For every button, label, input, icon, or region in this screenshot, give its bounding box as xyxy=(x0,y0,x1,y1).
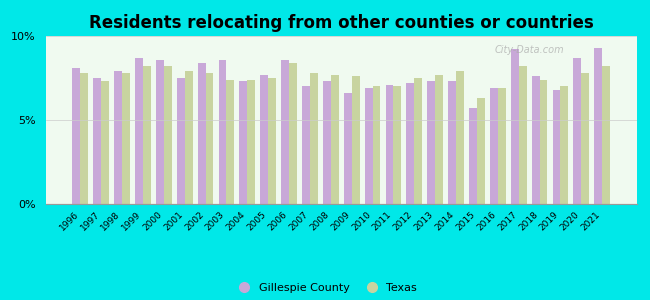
Bar xyxy=(365,88,372,204)
Legend: Gillespie County, Texas: Gillespie County, Texas xyxy=(229,279,421,297)
Bar xyxy=(406,83,414,204)
Bar xyxy=(164,66,172,204)
Bar xyxy=(385,85,393,204)
Bar xyxy=(344,93,352,204)
Bar xyxy=(331,75,339,204)
Bar xyxy=(519,66,526,204)
Bar xyxy=(552,90,560,204)
Text: City-Data.com: City-Data.com xyxy=(495,45,565,55)
Bar xyxy=(414,78,422,204)
Bar xyxy=(72,68,81,204)
Bar xyxy=(122,73,130,204)
Bar xyxy=(268,78,276,204)
Bar xyxy=(352,76,359,204)
Bar xyxy=(93,78,101,204)
Bar xyxy=(143,66,151,204)
Bar xyxy=(289,63,297,204)
Bar xyxy=(573,58,581,204)
Bar xyxy=(198,63,205,204)
Bar xyxy=(260,75,268,204)
Bar xyxy=(490,88,498,204)
Bar xyxy=(372,86,380,204)
Bar xyxy=(469,108,477,204)
Bar xyxy=(602,66,610,204)
Bar xyxy=(302,86,310,204)
Bar xyxy=(177,78,185,204)
Bar xyxy=(456,71,464,204)
Bar xyxy=(226,80,235,204)
Title: Residents relocating from other counties or countries: Residents relocating from other counties… xyxy=(89,14,593,32)
Bar xyxy=(81,73,88,204)
Bar xyxy=(477,98,485,204)
Bar xyxy=(581,73,590,204)
Bar xyxy=(218,59,226,204)
Bar xyxy=(310,73,318,204)
Bar xyxy=(101,81,109,204)
Bar xyxy=(393,86,401,204)
Bar xyxy=(498,88,506,204)
Bar xyxy=(114,71,122,204)
Bar xyxy=(205,73,213,204)
Bar xyxy=(247,80,255,204)
Bar xyxy=(560,86,568,204)
Bar xyxy=(135,58,143,204)
Bar xyxy=(156,59,164,204)
Bar xyxy=(436,75,443,204)
Bar xyxy=(427,81,436,204)
Bar xyxy=(185,71,192,204)
Bar xyxy=(281,59,289,204)
Bar xyxy=(511,50,519,204)
Bar xyxy=(540,80,547,204)
Bar xyxy=(448,81,456,204)
Bar xyxy=(323,81,331,204)
Bar xyxy=(239,81,247,204)
Bar xyxy=(532,76,539,204)
Bar xyxy=(594,48,602,204)
